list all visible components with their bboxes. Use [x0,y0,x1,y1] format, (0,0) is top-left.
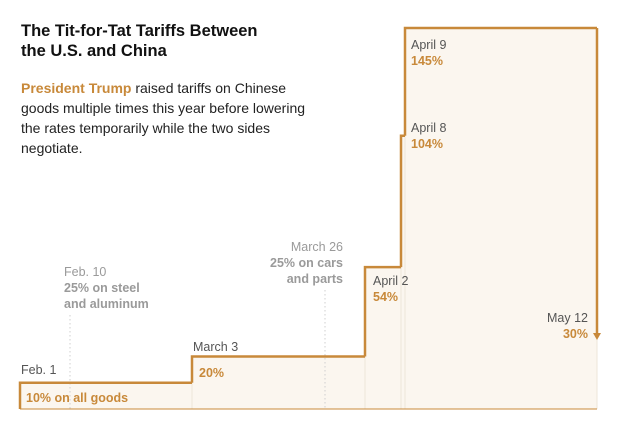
step-segment-april-2 [363,265,401,357]
annotation-date-march-26: March 26 [290,240,343,254]
step-segment-feb-1 [18,381,192,409]
step-segment-march-3 [190,355,365,383]
subtitle-text: raised tariffs on Chinese goods multiple… [21,80,306,156]
step-segment-april-8 [399,134,405,268]
annotation-line2-feb-10: and aluminum [64,297,149,311]
value-label-feb-1: 10% on all goods [26,391,129,405]
value-label-may-12: 30% [562,327,588,341]
chart-subtitle: President Trump raised tariffs on Chines… [21,78,321,158]
date-label-april-2: April 2 [373,274,409,288]
annotation-line1-march-26: 25% on cars [270,256,343,270]
subtitle-highlight: President Trump [21,80,132,96]
date-label-march-3: March 3 [193,340,239,354]
date-label-feb-1: Feb. 1 [21,363,57,377]
date-label-may-12: May 12 [547,311,588,325]
tariff-area-fill [20,28,597,409]
date-label-april-9: April 9 [411,38,447,52]
step-segment-april-9 [403,26,597,136]
arrow-head-may-12 [593,333,601,340]
chart-title: The Tit-for-Tat Tariffs Between the U.S.… [21,22,258,60]
value-label-april-8: 104% [411,137,443,151]
value-label-april-2: 54% [373,290,399,304]
annotation-line2-march-26: and parts [286,272,343,286]
value-label-april-9: 145% [411,54,443,68]
date-label-april-8: April 8 [411,121,447,135]
annotation-date-feb-10: Feb. 10 [64,265,107,279]
annotation-line1-feb-10: 25% on steel [64,281,140,295]
value-label-march-3: 20% [199,366,225,380]
